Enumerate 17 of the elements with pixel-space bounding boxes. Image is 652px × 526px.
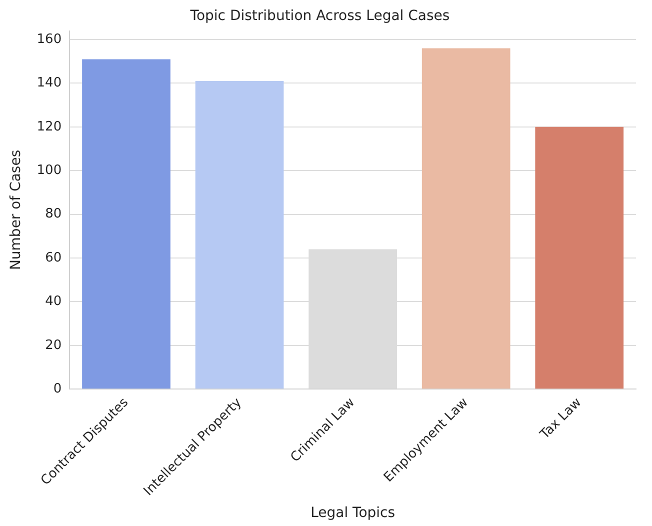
y-tick-label: 60	[45, 250, 62, 266]
y-tick-label: 80	[45, 206, 62, 222]
y-tick-label: 140	[36, 76, 62, 91]
y-tick-label: 0	[53, 381, 62, 396]
x-axis-title: Legal Topics	[310, 505, 396, 522]
y-tick-label: 120	[36, 119, 62, 134]
x-tick-label: Tax Law	[536, 394, 585, 443]
bar	[82, 59, 170, 389]
bar	[195, 81, 284, 389]
bar	[422, 48, 510, 389]
y-axis-title: Number of Cases	[8, 150, 24, 270]
y-tick-label: 40	[45, 294, 62, 310]
y-tick-label: 160	[36, 32, 62, 47]
bar	[535, 126, 624, 389]
y-tick-label: 100	[36, 163, 62, 178]
y-tick-label: 20	[45, 338, 62, 353]
chart-title: Topic Distribution Across Legal Cases	[189, 8, 450, 24]
